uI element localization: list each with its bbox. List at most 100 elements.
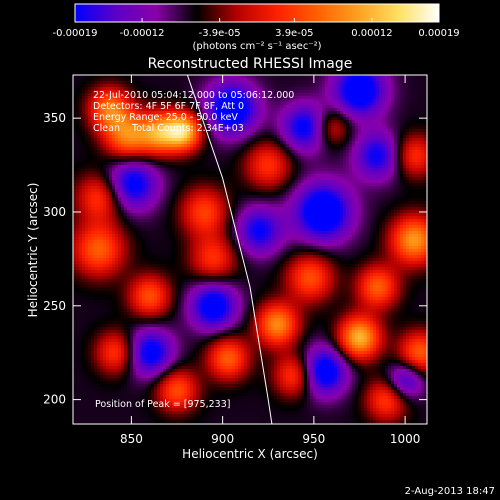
heatmap-cell <box>154 330 158 334</box>
heatmap-cell <box>178 189 182 193</box>
heatmap-cell <box>169 258 173 262</box>
heatmap-cell <box>88 111 92 115</box>
heatmap-cell <box>163 351 167 355</box>
heatmap-cell <box>109 219 113 223</box>
heatmap-cell <box>79 123 83 127</box>
heatmap-cell <box>151 84 155 88</box>
heatmap-cell <box>190 249 194 253</box>
heatmap-cell <box>187 153 191 157</box>
heatmap-cell <box>148 234 152 238</box>
heatmap-cell <box>88 273 92 277</box>
heatmap-cell <box>100 246 104 250</box>
heatmap-cell <box>157 93 161 97</box>
heatmap-cell <box>178 213 182 217</box>
heatmap-cell <box>115 240 119 244</box>
heatmap-cell <box>178 162 182 166</box>
heatmap-cell <box>142 354 146 358</box>
heatmap-cell <box>145 96 149 100</box>
heatmap-cell <box>139 411 143 415</box>
heatmap-cell <box>175 321 179 325</box>
heatmap-cell <box>136 81 140 85</box>
heatmap-cell <box>91 267 95 271</box>
heatmap-cell <box>181 213 185 217</box>
heatmap-cell <box>142 180 146 184</box>
heatmap-cell <box>193 243 197 247</box>
heatmap-cell <box>172 294 176 298</box>
heatmap-cell <box>178 312 182 316</box>
heatmap-cell <box>199 75 203 79</box>
heatmap-cell <box>190 273 194 277</box>
heatmap-cell <box>136 327 140 331</box>
heatmap-cell <box>88 189 92 193</box>
heatmap-cell <box>142 144 146 148</box>
heatmap-cell <box>106 417 110 421</box>
heatmap-cell <box>127 222 131 226</box>
heatmap-cell <box>79 228 83 232</box>
heatmap-cell <box>142 366 146 370</box>
heatmap-cell <box>148 306 152 310</box>
heatmap-cell <box>121 132 125 136</box>
heatmap-cell <box>97 321 101 325</box>
heatmap-cell <box>91 228 95 232</box>
heatmap-cell <box>190 330 194 334</box>
heatmap-cell <box>175 180 179 184</box>
heatmap-cell <box>142 141 146 145</box>
heatmap-cell <box>181 318 185 322</box>
heatmap-cell <box>178 165 182 169</box>
heatmap-cell <box>190 360 194 364</box>
heatmap-cell <box>175 99 179 103</box>
heatmap-cell <box>187 114 191 118</box>
heatmap-cell <box>115 396 119 400</box>
heatmap-cell <box>136 393 140 397</box>
heatmap-cell <box>106 225 110 229</box>
heatmap-cell <box>103 132 107 136</box>
heatmap-cell <box>112 141 116 145</box>
heatmap-cell <box>115 234 119 238</box>
heatmap-cell <box>160 366 164 370</box>
heatmap-cell <box>91 81 95 85</box>
heatmap-cell <box>193 135 197 139</box>
heatmap-cell <box>73 273 77 277</box>
heatmap-cell <box>127 120 131 124</box>
heatmap-cell <box>133 225 137 229</box>
heatmap-cell <box>172 303 176 307</box>
heatmap-cell <box>94 189 98 193</box>
heatmap-cell <box>154 303 158 307</box>
heatmap-cell <box>142 357 146 361</box>
heatmap-cell <box>169 324 173 328</box>
heatmap-cell <box>172 129 176 133</box>
heatmap-cell <box>82 420 86 424</box>
heatmap-cell <box>169 228 173 232</box>
heatmap-cell <box>94 177 98 181</box>
heatmap-cell <box>193 291 197 295</box>
heatmap-cell <box>190 117 194 121</box>
heatmap-cell <box>154 75 158 79</box>
heatmap-cell <box>169 78 173 82</box>
heatmap-cell <box>190 183 194 187</box>
heatmap-cell <box>100 195 104 199</box>
heatmap-cell <box>142 117 146 121</box>
heatmap-cell <box>181 222 185 226</box>
heatmap-cell <box>133 240 137 244</box>
heatmap-cell <box>121 87 125 91</box>
heatmap-cell <box>124 120 128 124</box>
heatmap-cell <box>130 366 134 370</box>
heatmap-cell <box>151 354 155 358</box>
heatmap-cell <box>112 333 116 337</box>
heatmap-cell <box>133 204 137 208</box>
heatmap-cell <box>193 315 197 319</box>
heatmap-cell <box>73 84 77 88</box>
heatmap-cell <box>136 198 140 202</box>
heatmap-cell <box>109 183 113 187</box>
heatmap-cell <box>142 375 146 379</box>
heatmap-cell <box>175 282 179 286</box>
heatmap-cell <box>154 171 158 175</box>
heatmap-cell <box>154 270 158 274</box>
heatmap-cell <box>115 111 119 115</box>
heatmap-cell <box>130 108 134 112</box>
heatmap-cell <box>163 198 167 202</box>
heatmap-cell <box>157 210 161 214</box>
heatmap-cell <box>193 351 197 355</box>
heatmap-cell <box>181 300 185 304</box>
heatmap-cell <box>103 243 107 247</box>
